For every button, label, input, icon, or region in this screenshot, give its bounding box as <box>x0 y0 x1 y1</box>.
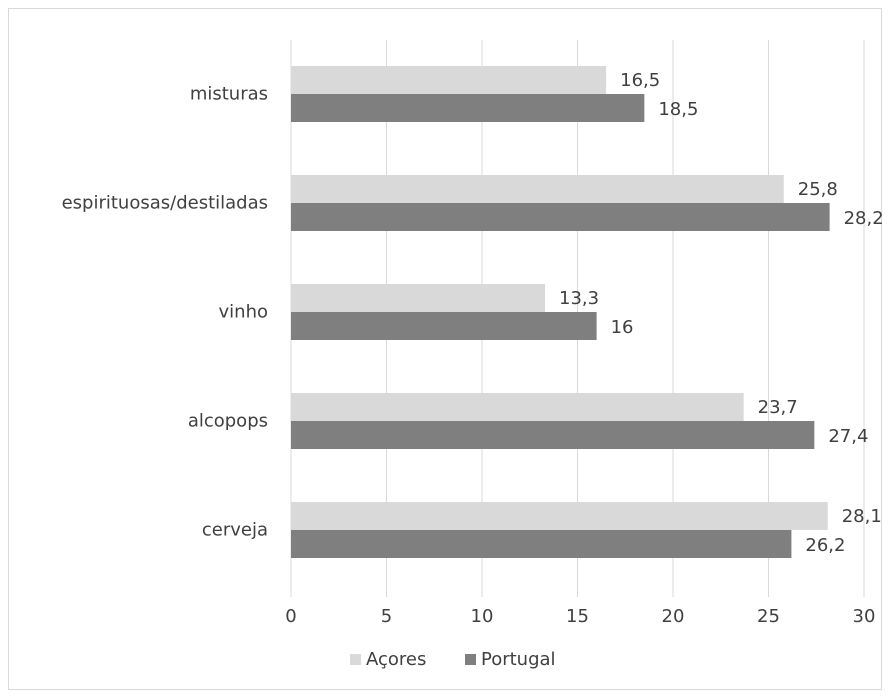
bar-portugal <box>291 530 792 558</box>
data-label: 23,7 <box>758 397 798 418</box>
bar-açores <box>291 66 607 94</box>
x-tick-label: 0 <box>285 606 296 627</box>
bar-açores <box>291 502 828 530</box>
data-label: 27,4 <box>828 426 868 447</box>
x-tick-labels: 0 5 10 15 20 25 30 <box>285 606 875 627</box>
data-label: 18,5 <box>658 99 698 120</box>
bar-açores <box>291 393 744 421</box>
x-tick-label: 20 <box>662 606 685 627</box>
data-label: 13,3 <box>559 288 599 309</box>
data-label: 28,2 <box>844 208 884 229</box>
legend: Açores Portugal <box>350 649 556 670</box>
legend-label: Açores <box>366 649 426 670</box>
category-label: misturas <box>190 84 268 105</box>
bars <box>291 66 830 558</box>
bar-portugal <box>291 312 597 340</box>
x-tick-label: 5 <box>381 606 392 627</box>
data-label: 25,8 <box>798 179 838 200</box>
bar-açores <box>291 175 784 203</box>
x-tick-label: 25 <box>757 606 780 627</box>
legend-swatch <box>350 654 361 665</box>
bar-portugal <box>291 421 815 449</box>
category-label: alcopops <box>188 411 268 432</box>
category-labels: misturas espirituosas/destiladas vinho alco… <box>62 84 268 541</box>
x-tick-label: 15 <box>566 606 589 627</box>
x-tick-label: 30 <box>853 606 876 627</box>
bar-portugal <box>291 94 645 122</box>
data-label: 28,1 <box>842 506 882 527</box>
legend-label: Portugal <box>481 649 556 670</box>
data-label: 26,2 <box>805 535 845 556</box>
data-labels: 16,5 18,5 25,8 28,2 13,3 16 23,7 27,4 28,1 26,2 <box>559 70 884 556</box>
x-tick-label: 10 <box>471 606 494 627</box>
data-label: 16,5 <box>620 70 660 91</box>
category-label: vinho <box>219 302 268 323</box>
data-label: 16 <box>611 317 634 338</box>
category-label: espirituosas/destiladas <box>62 193 268 214</box>
bar-portugal <box>291 203 830 231</box>
legend-swatch <box>465 654 476 665</box>
category-label: cerveja <box>202 520 268 541</box>
bar-açores <box>291 284 546 312</box>
